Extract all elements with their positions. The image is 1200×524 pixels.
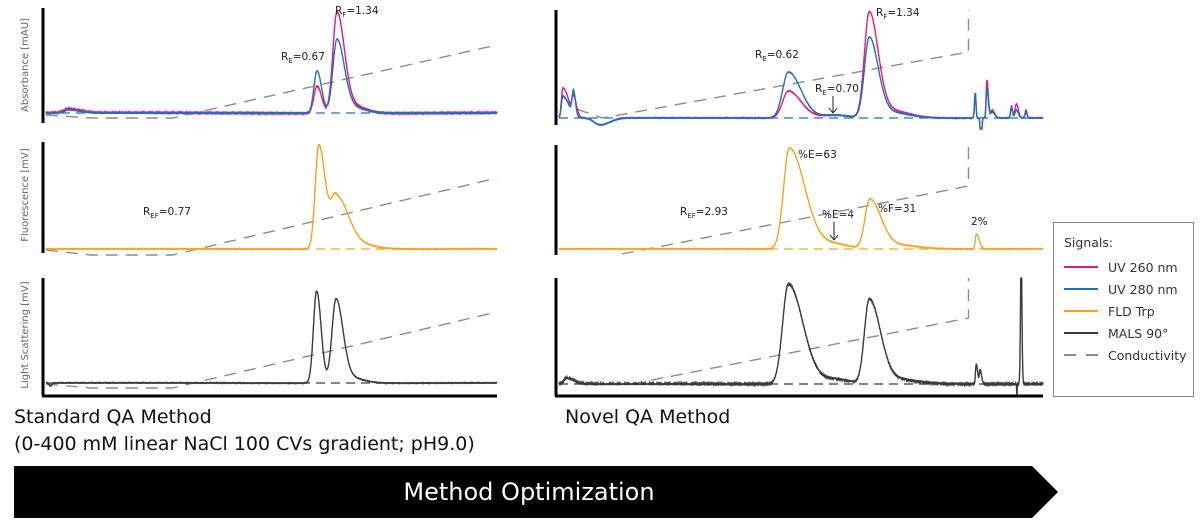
annotation-main: R [815, 83, 822, 95]
annotation-main: R [755, 49, 762, 61]
trace-uv-260-nm-standard-absorbance [45, 10, 498, 117]
annotation-main: R [335, 5, 342, 17]
annotation: RF=1.34 [335, 5, 379, 19]
conductivity-trace-standard-absorbance [45, 44, 498, 119]
trace-uv-260-nm-novel-absorbance [558, 10, 1044, 130]
annotation: RE=0.70 [815, 83, 859, 97]
standard-method-subtitle: (0-400 mM linear NaCl 100 CVs gradient; … [14, 433, 475, 455]
annotation-value: =0.67 [293, 51, 325, 63]
annotation-subscript: F [883, 13, 887, 21]
y-axis-label: Light Scattering [mV] [20, 281, 31, 388]
conductivity-trace-standard-fluorescence [45, 177, 498, 256]
annotation-arrow-icon [829, 222, 839, 241]
conductivity-trace-novel-fluorescence [621, 145, 970, 255]
legend-swatch-icon [1064, 310, 1098, 312]
annotation: RE=0.67 [281, 51, 325, 65]
annotation-value: =1.34 [887, 7, 919, 19]
trace-uv-280-nm-novel-absorbance [558, 35, 1044, 130]
legend-label: MALS 90° [1108, 325, 1169, 341]
panel-standard-fluorescence: Fluorescence [mV] REF=0.77 [20, 142, 498, 256]
legend-swatch-icon [1064, 266, 1098, 268]
legend-label: FLD Trp [1108, 303, 1155, 319]
annotation: REF=2.93 [680, 206, 728, 220]
panel-novel-light-scattering [554, 277, 1044, 398]
annotation: RE=0.62 [755, 49, 799, 63]
trace-fld-trp-novel-fluorescence [558, 146, 1044, 251]
annotation-subscript: EF [150, 212, 158, 220]
annotation: RF=1.34 [876, 7, 920, 21]
annotation-subscript: EF [687, 212, 695, 220]
trace-fld-trp-standard-fluorescence [45, 143, 498, 251]
trace-mals-90--standard-light-scattering [45, 290, 498, 388]
annotation-main: R [876, 7, 883, 19]
annotation-main: R [281, 51, 288, 63]
y-axis-label: Fluorescence [mV] [20, 148, 31, 242]
trace-uv-280-nm-standard-absorbance [45, 37, 498, 115]
legend-title: Signals: [1064, 235, 1114, 250]
legend-label: UV 260 nm [1108, 259, 1178, 275]
annotation-value: =2.93 [696, 206, 728, 218]
legend: Signals: UV 260 nm UV 280 nm FLD Trp MALS 9… [1053, 222, 1194, 397]
panel-standard-light-scattering: Light Scattering [mV] [20, 278, 498, 398]
annotation-main: 2% [971, 216, 988, 228]
method-optimization-arrow: Method Optimization [14, 466, 1058, 518]
legend-item: Conductivity [1064, 344, 1193, 366]
conductivity-trace-novel-light-scattering [631, 278, 970, 385]
annotation: %F=31 [878, 203, 916, 215]
conductivity-trace-novel-absorbance [562, 10, 970, 119]
legend-item: FLD Trp [1064, 300, 1193, 322]
annotation-main: %E=63 [798, 149, 837, 161]
banner-label: Method Optimization [403, 478, 655, 506]
annotation-value: =0.77 [159, 206, 191, 218]
standard-method-title: Standard QA Method [14, 406, 212, 428]
annotation-value: =0.70 [827, 83, 859, 95]
annotation-main: R [143, 206, 150, 218]
legend-swatch-icon [1064, 354, 1098, 356]
annotation-arrow-icon [828, 96, 838, 114]
legend-label: UV 280 nm [1108, 281, 1178, 297]
novel-method-title: Novel QA Method [565, 406, 731, 428]
annotation-subscript: E [762, 55, 766, 63]
annotation-main: %F=31 [878, 203, 916, 215]
arrow-shape [14, 466, 1058, 518]
legend-item: UV 280 nm [1064, 278, 1193, 300]
legend-swatch-icon [1064, 288, 1098, 290]
trace-mals-90--novel-light-scattering [558, 277, 1044, 397]
annotation-value: =1.34 [346, 5, 378, 17]
annotation-value: =0.62 [767, 49, 799, 61]
conductivity-trace-standard-light-scattering [45, 311, 498, 389]
y-axis-label: Absorbance [mAU] [20, 18, 31, 112]
annotation-subscript: E [822, 89, 826, 97]
legend-swatch-icon [1064, 332, 1098, 334]
legend-label: Conductivity [1108, 347, 1187, 363]
annotation-subscript: E [288, 57, 292, 65]
annotation: REF=0.77 [143, 206, 191, 220]
annotation-subscript: F [342, 11, 346, 19]
legend-item: UV 260 nm [1064, 256, 1193, 278]
annotation: %E=4 [822, 209, 854, 221]
annotation-main: %E=4 [822, 209, 854, 221]
annotation: 2% [971, 216, 988, 228]
annotation-main: R [680, 206, 687, 218]
legend-item: MALS 90° [1064, 322, 1193, 344]
panel-novel-fluorescence: %E=63 REF=2.93 %E=4 %F=31 2% [554, 145, 1044, 255]
annotation: %E=63 [798, 149, 837, 161]
